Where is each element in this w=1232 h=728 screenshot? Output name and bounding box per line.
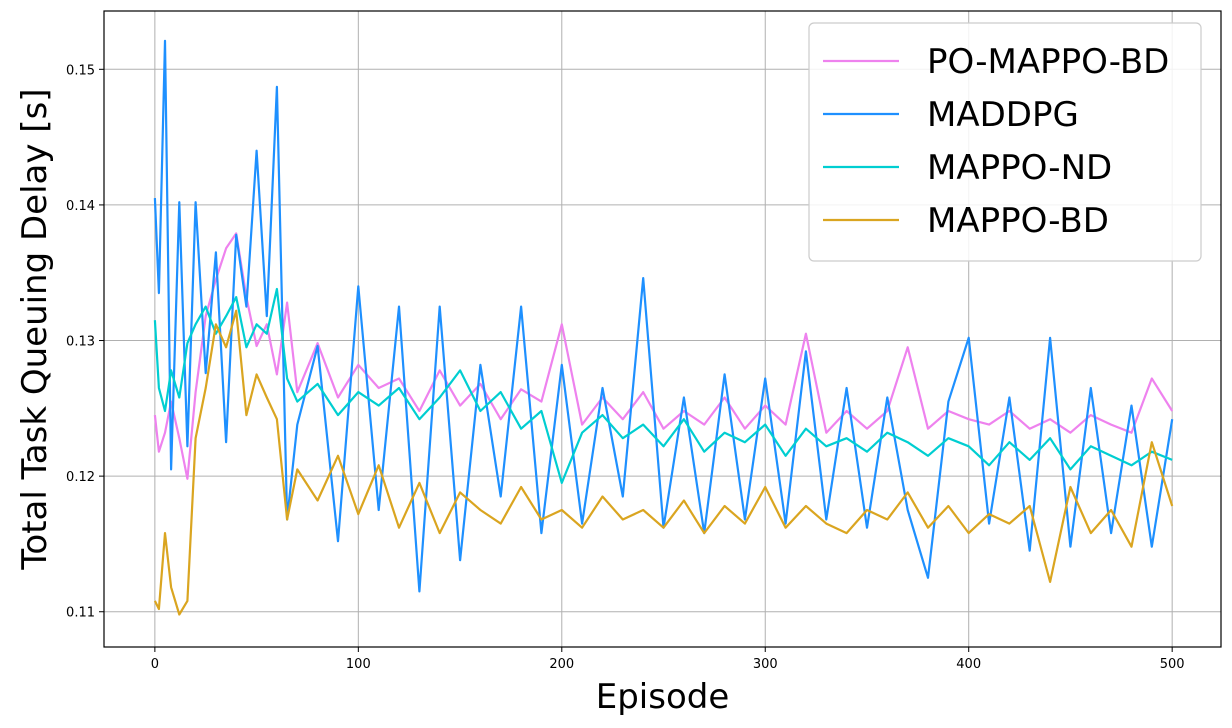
y-tick-label: 0.15 <box>66 63 95 78</box>
x-axis-title: Episode <box>596 677 730 717</box>
legend-label-maddpg: MADDPG <box>927 95 1079 135</box>
legend-label-mappo-bd: MAPPO-BD <box>927 201 1109 241</box>
y-tick-label: 0.11 <box>66 606 95 621</box>
x-tick-label: 500 <box>1160 657 1185 672</box>
series-lines <box>153 39 1174 616</box>
series-line-mappo-bd <box>153 309 1174 616</box>
x-tick-label: 300 <box>753 657 778 672</box>
y-tick-label: 0.12 <box>66 470 95 485</box>
x-tick-label: 200 <box>549 657 574 672</box>
legend-label-po-mappo-bd: PO-MAPPO-BD <box>927 42 1169 82</box>
legend: PO-MAPPO-BD MADDPG MAPPO-ND MAPPO-BD <box>808 22 1202 262</box>
series-line-maddpg <box>153 39 1174 593</box>
legend-box <box>808 22 1202 262</box>
y-tick-label: 0.14 <box>66 199 95 214</box>
x-tick-label: 0 <box>151 657 159 672</box>
x-tick-label: 100 <box>346 657 371 672</box>
axis-ticks: 0 100 200 300 400 500 0.11 0.12 0.13 0.14 0.15 <box>66 63 1185 672</box>
y-axis-title: Total Task Queuing Delay [s] <box>15 88 55 570</box>
plot-frame <box>103 10 1222 648</box>
series-line-po-mappo-bd <box>153 232 1174 480</box>
series-line-mappo-nd <box>153 287 1173 484</box>
legend-label-mappo-nd: MAPPO-ND <box>927 148 1112 188</box>
y-tick-label: 0.13 <box>66 335 95 350</box>
x-tick-label: 400 <box>956 657 981 672</box>
